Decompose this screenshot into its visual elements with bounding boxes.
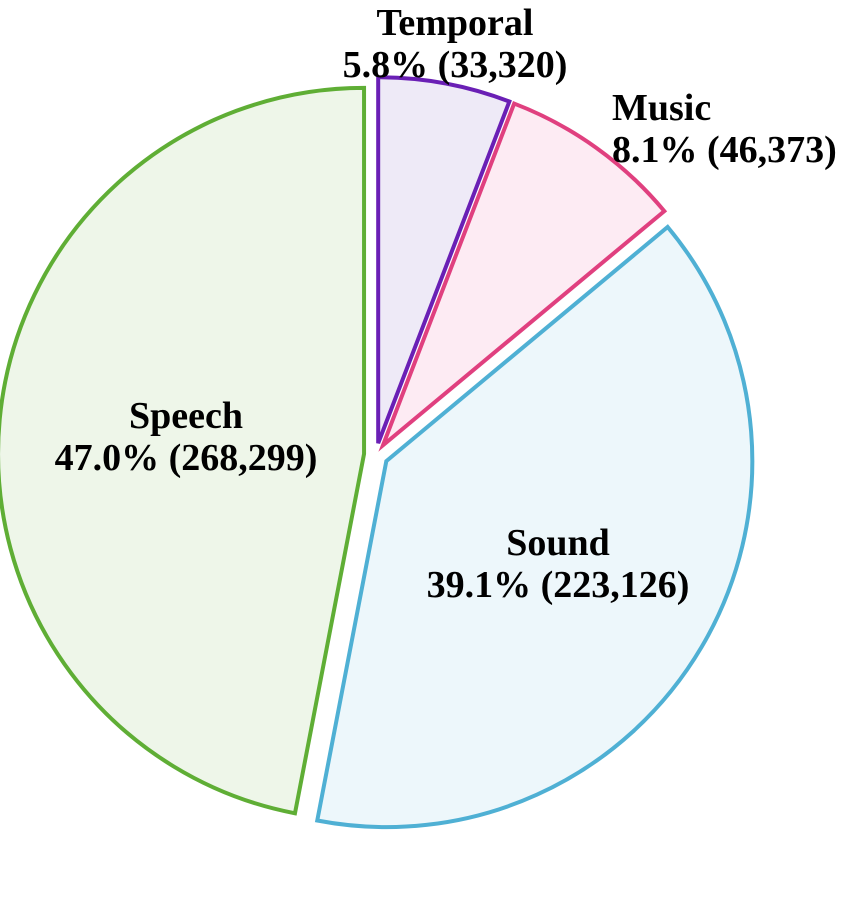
slice-name-sound: Sound [506, 522, 610, 564]
slice-name-speech: Speech [129, 395, 243, 437]
slice-music [378, 100, 668, 452]
pie-labels: Temporal 5.8% (33,320) Music 8.1% (46,373) S… [55, 2, 837, 606]
slice-value-sound: 39.1% (223,126) [427, 564, 690, 606]
slice-value-temporal: 5.8% (33,320) [343, 44, 568, 86]
slice-name-temporal: Temporal [377, 2, 534, 44]
slice-sound [314, 224, 755, 830]
pie-slices [0, 75, 755, 830]
slice-temporal [376, 75, 512, 444]
slice-name-music: Music [612, 87, 711, 129]
slice-label-temporal: Temporal 5.8% (33,320) [343, 2, 568, 86]
slice-value-music: 8.1% (46,373) [612, 129, 837, 171]
slice-value-speech: 47.0% (268,299) [55, 437, 318, 479]
slice-label-sound: Sound 39.1% (223,126) [427, 522, 690, 606]
slice-label-music: Music 8.1% (46,373) [612, 87, 837, 171]
slice-label-speech: Speech 47.0% (268,299) [55, 395, 318, 479]
slice-speech [0, 85, 367, 816]
